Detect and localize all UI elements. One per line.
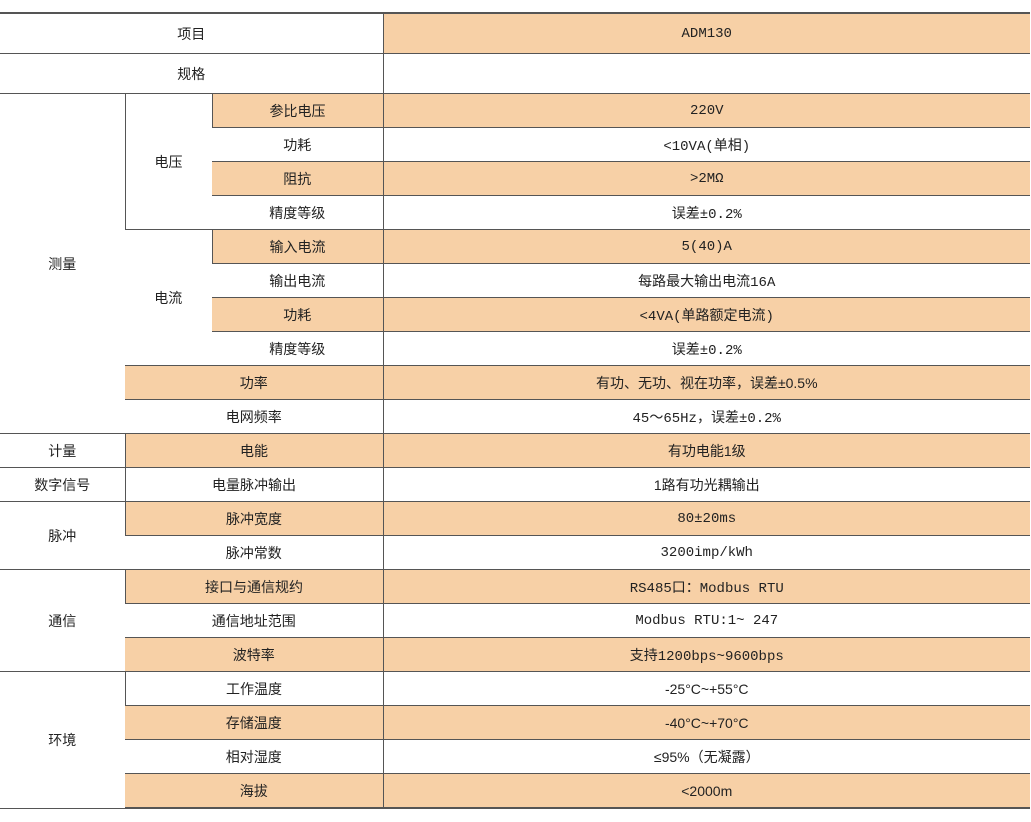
table-row: 电流 输入电流 5(40)A — [0, 229, 1030, 366]
table-row: 测量 电压 参比电压 220V — [0, 93, 1030, 434]
param-name: 存储温度 — [125, 705, 383, 740]
param-name: 接口与通信规约 — [124, 569, 383, 604]
category-environment: 环境 — [0, 671, 125, 809]
param-value: <10VA(单相) — [382, 127, 1030, 162]
param-value: 3200imp/kWh — [382, 535, 1030, 570]
category-measurement: 测量 — [0, 93, 125, 434]
table-row: 数字信号 电量脉冲输出 1路有功光耦输出 — [0, 467, 1030, 502]
param-name: 阻抗 — [212, 161, 383, 196]
category-communication: 通信 — [0, 569, 125, 672]
table-row: 通信 接口与通信规约 RS485口：Modbus RTU — [0, 569, 1030, 672]
param-name: 波特率 — [125, 637, 383, 672]
table-row: 存储温度 -40°C~+70°C — [0, 705, 1030, 740]
param-value: 1路有功光耦输出 — [382, 467, 1030, 502]
param-name: 电量脉冲输出 — [124, 467, 383, 502]
param-value: 支持1200bps~9600bps — [382, 637, 1030, 672]
param-value: 80±20ms — [382, 501, 1030, 536]
table-row: 精度等级 误差±0.2% — [0, 331, 1030, 366]
table-row: 波特率 支持1200bps~9600bps — [0, 637, 1030, 672]
param-value: 有功、无功、视在功率，误差±0.5% — [382, 365, 1030, 400]
table-row: 功耗 <4VA(单路额定电流) — [0, 297, 1030, 332]
param-value: >2MΩ — [382, 161, 1030, 196]
param-name: 电能 — [124, 433, 383, 468]
spec-header: 规格 — [0, 53, 383, 94]
param-value: -40°C~+70°C — [382, 705, 1030, 740]
table-row: 功耗 <10VA(单相) — [0, 127, 1030, 162]
table-row: 功率 有功、无功、视在功率，误差±0.5% — [0, 365, 1030, 400]
param-value: 误差±0.2% — [382, 195, 1030, 230]
param-name: 精度等级 — [212, 331, 383, 366]
category-digital-signal: 数字信号 — [0, 467, 125, 502]
table-row: 海拔 <2000m — [0, 773, 1030, 809]
category-pulse: 脉冲 — [0, 501, 125, 570]
param-value: Modbus RTU:1~ 247 — [382, 603, 1030, 638]
table-row: 脉冲 脉冲宽度 80±20ms — [0, 501, 1030, 570]
table-row: 脉冲常数 3200imp/kWh — [0, 535, 1030, 570]
param-name: 海拔 — [125, 773, 383, 809]
item-header: 项目 — [0, 12, 383, 54]
table-row: 计量 电能 有功电能1级 — [0, 433, 1030, 468]
param-value: RS485口：Modbus RTU — [382, 569, 1030, 604]
table-row: 精度等级 误差±0.2% — [0, 195, 1030, 230]
param-name: 输出电流 — [212, 263, 383, 298]
table-row: 项目 ADM130 — [0, 12, 1030, 54]
table-row: 规格 — [0, 53, 1030, 94]
param-name: 脉冲常数 — [125, 535, 383, 570]
param-name: 通信地址范围 — [125, 603, 383, 638]
param-name: 电网频率 — [125, 399, 383, 434]
param-value: 每路最大输出电流16A — [382, 263, 1030, 298]
param-name: 相对湿度 — [125, 739, 383, 774]
table-row: 相对湿度 ≤95%（无凝露） — [0, 739, 1030, 774]
table-row: 通信地址范围 Modbus RTU:1~ 247 — [0, 603, 1030, 638]
param-value: -25°C~+55°C — [382, 671, 1030, 706]
param-value: <2000m — [382, 773, 1030, 809]
param-name: 脉冲宽度 — [124, 501, 383, 536]
param-value: 220V — [382, 93, 1030, 128]
spec-value — [382, 53, 1030, 94]
table-row: 环境 工作温度 -25°C~+55°C — [0, 671, 1030, 809]
param-name: 功耗 — [212, 297, 383, 332]
group-voltage: 电压 — [124, 93, 212, 230]
spec-table: 项目 ADM130 规格 测量 电压 参比电压 220V 功耗 <10VA(单相… — [0, 12, 1030, 809]
param-name: 功率 — [125, 365, 383, 400]
group-current: 电流 — [125, 229, 212, 366]
param-value: 有功电能1级 — [382, 433, 1030, 468]
param-name: 功耗 — [212, 127, 383, 162]
param-value: <4VA(单路额定电流) — [382, 297, 1030, 332]
param-value: ≤95%（无凝露） — [382, 739, 1030, 774]
param-name: 精度等级 — [212, 195, 383, 230]
param-value: 5(40)A — [382, 229, 1030, 264]
category-metering: 计量 — [0, 433, 125, 468]
param-value: 误差±0.2% — [382, 331, 1030, 366]
param-name: 输入电流 — [211, 229, 383, 264]
table-row: 电网频率 45～65Hz，误差±0.2% — [0, 399, 1030, 434]
param-value: 45～65Hz，误差±0.2% — [382, 399, 1030, 434]
param-name: 工作温度 — [124, 671, 383, 706]
model-value: ADM130 — [382, 12, 1030, 54]
param-name: 参比电压 — [211, 93, 383, 128]
